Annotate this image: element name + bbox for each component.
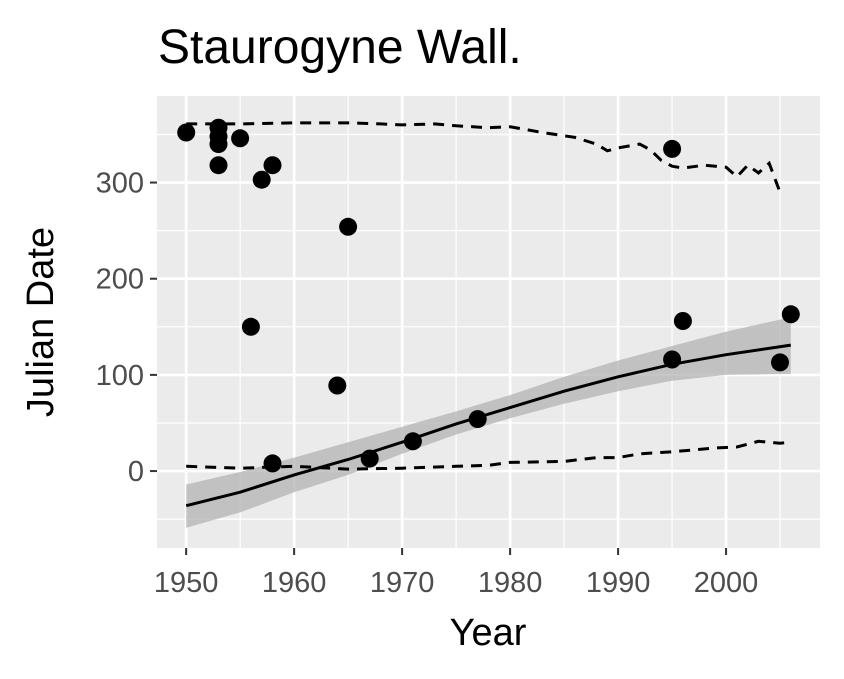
data-point [241,317,260,336]
x-tick-label: 1950 [154,567,219,599]
data-point [771,353,789,372]
y-axis-title: Julian Date [20,227,62,417]
x-tick-label: 1960 [262,567,327,599]
y-tick-label: 300 [96,168,144,200]
data-point [231,129,250,148]
x-axis: 1950 1960 1970 1980 1990 2000 [154,548,758,599]
data-point [663,139,682,158]
y-tick-label: 200 [96,264,144,296]
confidence-ribbon [186,317,791,528]
data-points [177,118,800,473]
data-point [209,135,228,154]
y-tick-label: 0 [128,456,144,488]
x-tick-label: 1970 [370,567,435,599]
data-point [673,312,692,330]
data-point [339,217,358,236]
data-point [468,410,487,429]
grid-minor [157,96,820,548]
lower-quantile-line [186,439,791,471]
upper-quantile-line [186,121,782,193]
x-tick-label: 1990 [586,567,651,599]
x-axis-title: Year [450,612,527,654]
data-point [209,156,228,175]
y-axis: 0 100 200 300 [96,168,157,488]
data-point [252,170,271,189]
x-tick-label: 2000 [694,567,759,599]
x-tick-label: 1980 [478,567,543,599]
data-point [328,376,347,395]
data-point [663,350,682,369]
y-tick-label: 100 [96,360,144,392]
data-point [177,123,196,142]
data-point [781,305,800,324]
data-point [403,432,422,451]
data-point [360,449,379,468]
chart-title: Staurogyne Wall. [158,21,522,74]
data-point [263,454,282,473]
data-point [263,156,282,175]
